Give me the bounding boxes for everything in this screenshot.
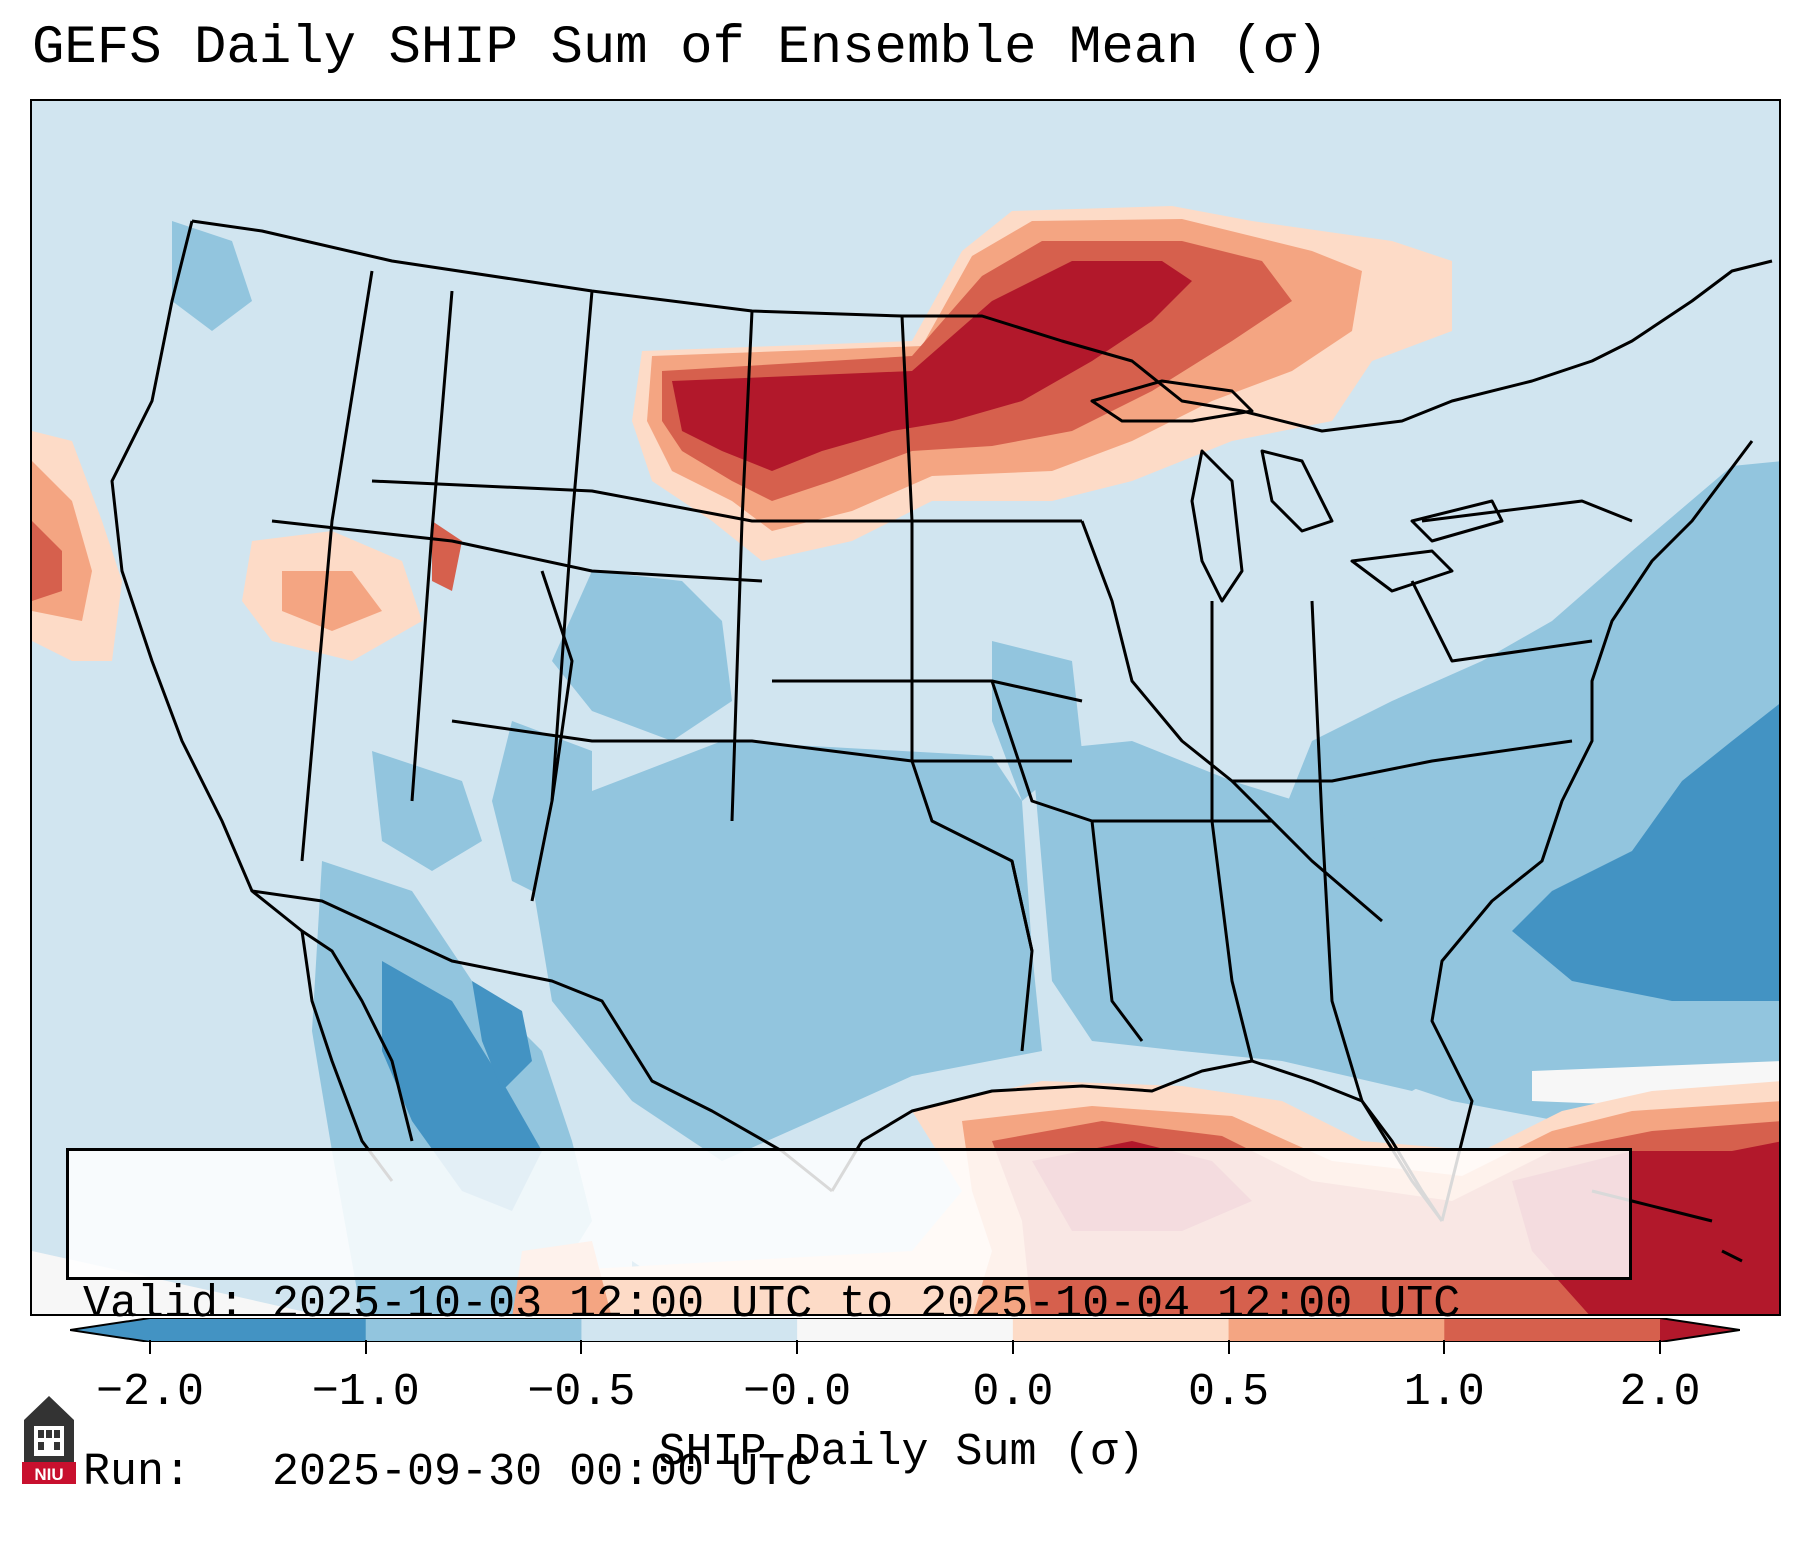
colorbar-bin [797, 1318, 1014, 1342]
colorbar-tick-label: −0.0 [743, 1367, 852, 1418]
colorbar-tick [1443, 1340, 1446, 1354]
political-boundaries [110, 219, 1773, 1263]
map-title: GEFS Daily SHIP Sum of Ensemble Mean (σ) [32, 18, 1329, 79]
positive-anomaly-west [32, 431, 462, 661]
svg-text:NIU: NIU [34, 1465, 63, 1484]
colorbar-bin [1444, 1318, 1661, 1342]
map-canvas [32, 101, 1779, 1314]
colorbar-tick [1011, 1340, 1014, 1354]
niu-logo: NIU [22, 1396, 76, 1484]
colorbar-ticks: −2.0 −1.0 −0.5 −0.0 0.0 0.5 1.0 2.0 [0, 1340, 1803, 1420]
valid-time-box: Valid: 2025-10-03 12:00 UTC to 2025-10-0… [66, 1148, 1632, 1498]
colorbar-tick [580, 1340, 583, 1354]
colorbar-tick-label: −0.5 [527, 1367, 636, 1418]
colorbar-tick-label: 2.0 [1619, 1367, 1701, 1418]
colorbar-bin [365, 1318, 582, 1342]
colorbar-bin [1012, 1318, 1230, 1342]
colorbar-tick-label: −2.0 [95, 1367, 205, 1418]
colorbar-bins [150, 1318, 1661, 1342]
run-line: Run: 2025-09-30 00:00 UTC [83, 1447, 813, 1498]
colorbar-bin [581, 1318, 798, 1342]
positive-anomaly-north [632, 206, 1452, 561]
map-panel [30, 99, 1781, 1316]
colorbar-over-extension [1660, 1318, 1740, 1342]
colorbar-tick [1659, 1340, 1661, 1354]
colorbar-tick-label: 1.0 [1403, 1367, 1485, 1418]
colorbar-tick [149, 1340, 151, 1354]
colorbar-under-extension [70, 1318, 150, 1342]
colorbar-tick [364, 1340, 367, 1354]
colorbar [70, 1318, 1740, 1342]
colorbar-tick-label: −1.0 [311, 1367, 420, 1418]
colorbar-tick-label: 0.5 [1188, 1367, 1270, 1418]
colorbar-tick-label: 0.0 [972, 1367, 1054, 1418]
colorbar-label: SHIP Daily Sum (σ) [658, 1427, 1145, 1478]
colorbar-bin [150, 1318, 367, 1342]
colorbar-tick [1227, 1340, 1230, 1354]
colorbar-tick [796, 1340, 799, 1354]
colorbar-bin [1228, 1318, 1445, 1342]
